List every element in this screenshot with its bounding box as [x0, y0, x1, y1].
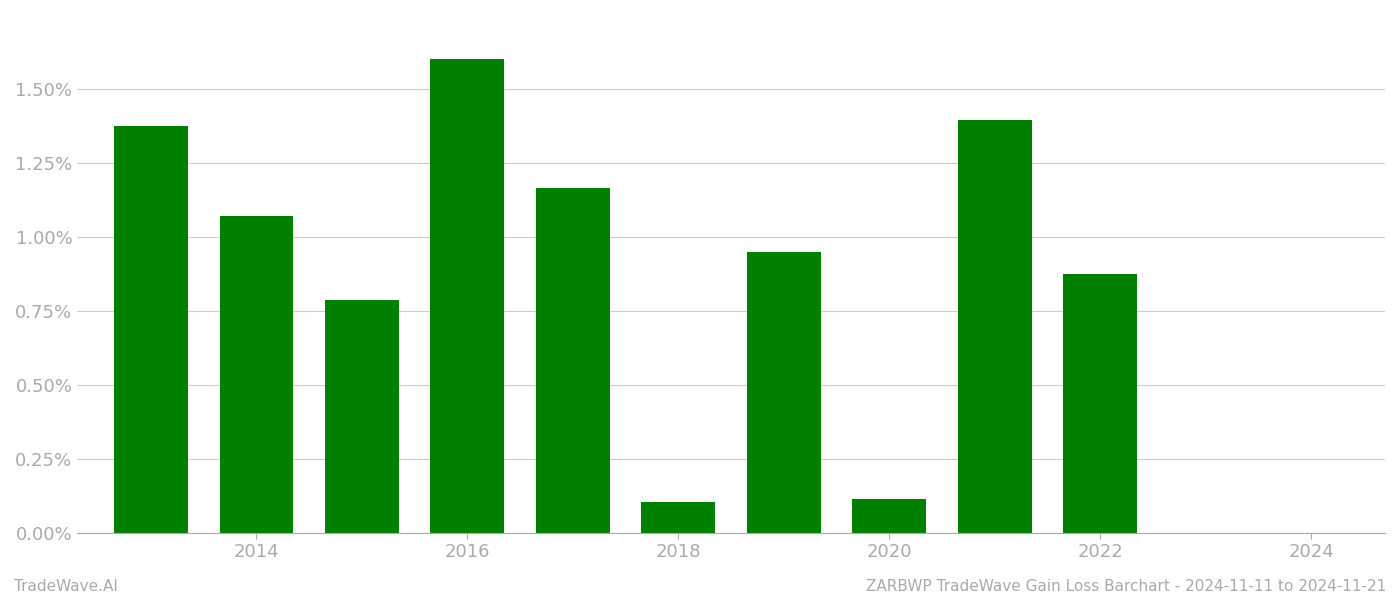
Bar [220, 216, 294, 533]
Bar [853, 499, 927, 533]
Bar [536, 188, 610, 533]
Bar [746, 251, 820, 533]
Bar [325, 301, 399, 533]
Bar [1064, 274, 1137, 533]
Bar [958, 120, 1032, 533]
Text: ZARBWP TradeWave Gain Loss Barchart - 2024-11-11 to 2024-11-21: ZARBWP TradeWave Gain Loss Barchart - 20… [865, 579, 1386, 594]
Text: TradeWave.AI: TradeWave.AI [14, 579, 118, 594]
Bar [113, 126, 188, 533]
Bar [430, 59, 504, 533]
Bar [641, 502, 715, 533]
